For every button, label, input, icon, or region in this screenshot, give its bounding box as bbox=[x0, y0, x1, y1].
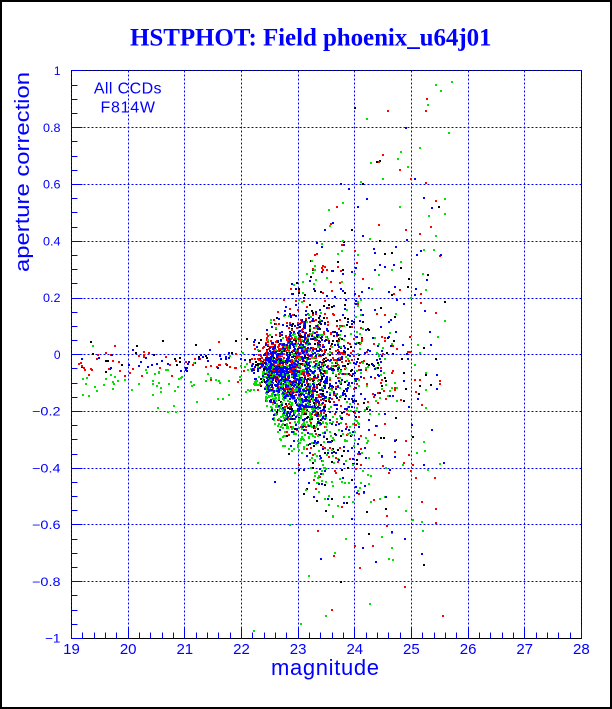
svg-text:21: 21 bbox=[176, 641, 193, 658]
svg-text:magnitude: magnitude bbox=[271, 655, 379, 680]
svg-text:26: 26 bbox=[460, 641, 477, 658]
svg-text:F814W: F814W bbox=[100, 100, 155, 117]
svg-text:28: 28 bbox=[573, 641, 590, 658]
svg-text:23: 23 bbox=[290, 641, 307, 658]
svg-text:HSTPHOT: Field phoenix_u64j01: HSTPHOT: Field phoenix_u64j01 bbox=[130, 25, 492, 52]
svg-text:−0.6: −0.6 bbox=[32, 518, 61, 532]
svg-text:1: 1 bbox=[54, 64, 61, 78]
svg-text:−0.2: −0.2 bbox=[32, 405, 61, 419]
svg-text:0: 0 bbox=[54, 348, 61, 362]
svg-text:25: 25 bbox=[403, 641, 420, 658]
svg-text:−0.8: −0.8 bbox=[32, 575, 61, 589]
svg-text:−0.4: −0.4 bbox=[32, 461, 61, 475]
svg-text:24: 24 bbox=[346, 641, 363, 658]
svg-text:20: 20 bbox=[120, 641, 137, 658]
svg-text:aperture correction: aperture correction bbox=[12, 72, 34, 272]
svg-text:27: 27 bbox=[516, 641, 533, 658]
svg-text:0.4: 0.4 bbox=[43, 234, 61, 248]
svg-text:19: 19 bbox=[63, 641, 80, 658]
svg-text:All CCDs: All CCDs bbox=[94, 81, 162, 98]
svg-text:0.6: 0.6 bbox=[43, 178, 61, 192]
svg-text:0.2: 0.2 bbox=[43, 291, 61, 305]
svg-text:0.8: 0.8 bbox=[43, 121, 61, 135]
svg-text:22: 22 bbox=[233, 641, 250, 658]
svg-text:−1: −1 bbox=[45, 632, 61, 646]
